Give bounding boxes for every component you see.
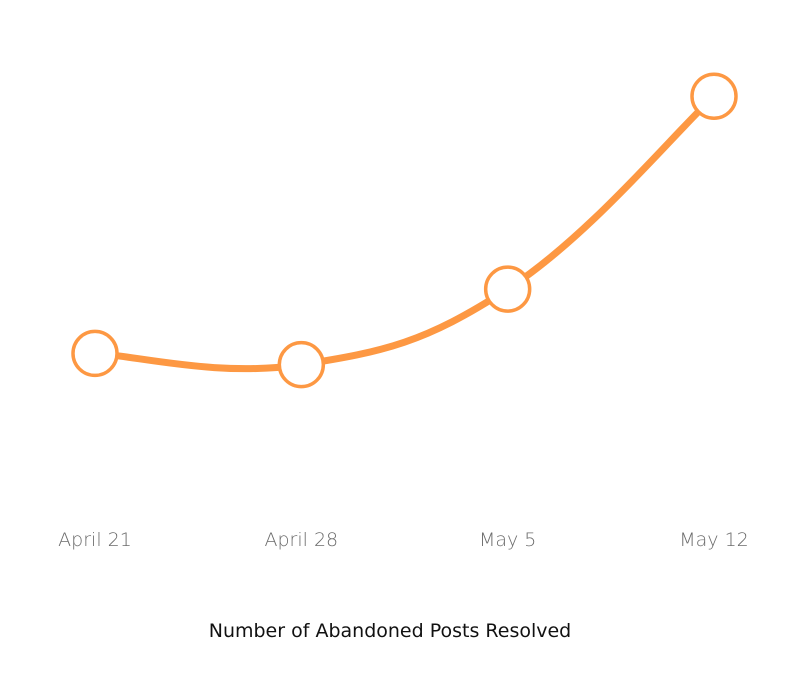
x-tick-label: April 28 [265,529,339,551]
x-tick-label: May 5 [479,529,536,551]
x-tick-label: May 12 [679,529,749,551]
data-point[interactable] [277,340,326,389]
data-point-layer [71,72,738,389]
data-point[interactable] [71,329,119,378]
x-tick-label: April 21 [58,529,132,551]
data-point[interactable] [483,265,532,313]
data-point[interactable] [690,72,738,120]
series-line [91,92,718,373]
series-line-layer [91,92,718,373]
x-axis-tick-labels: April 21 April 28 May 5 May 12 [58,529,749,551]
chart-title: Number of Abandoned Posts Resolved [209,620,572,642]
